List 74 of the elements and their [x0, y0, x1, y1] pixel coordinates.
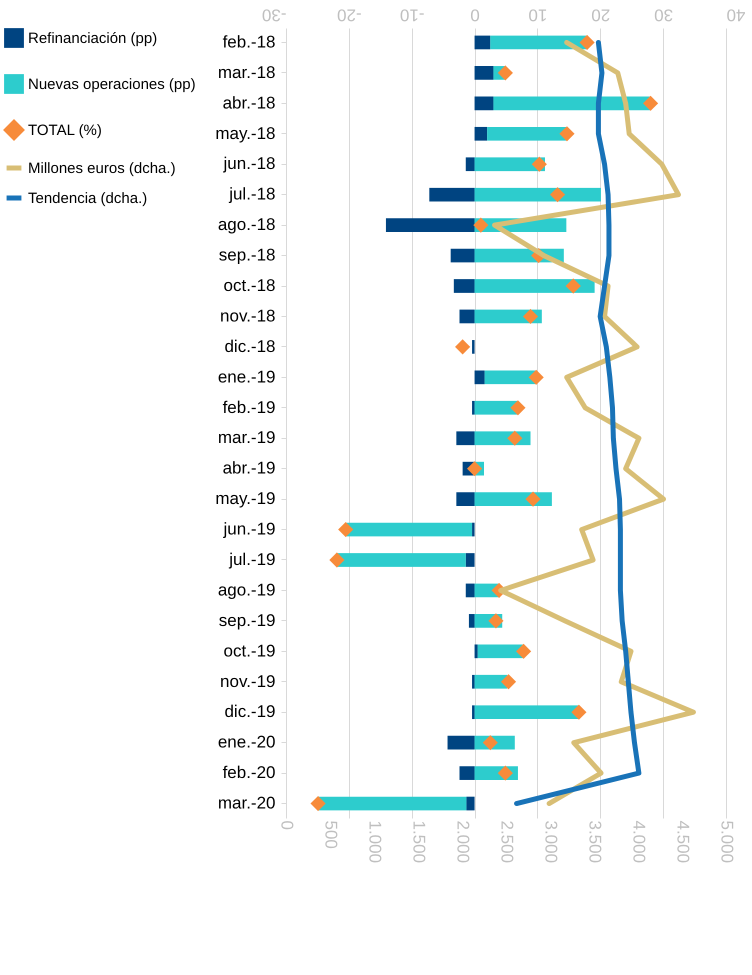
x2-tick-label: 1.500: [410, 820, 428, 864]
legend-label: Nuevas operaciones (pp): [28, 76, 196, 93]
y-tick-label: mar.-18: [218, 62, 276, 82]
legend-label: Millones euros (dcha.): [28, 160, 176, 177]
x-tick-label: 20: [591, 6, 610, 24]
point: [498, 65, 513, 80]
legend-label: TOTAL (%): [28, 122, 102, 139]
y-tick-label: mar.-19: [218, 428, 276, 448]
x2-tick-label: 3.500: [586, 820, 604, 864]
point: [522, 308, 538, 324]
y-tick-label: may.-18: [215, 124, 276, 143]
point: [559, 126, 575, 142]
point: [488, 613, 504, 628]
x2-tick-label: 3.000: [542, 820, 560, 864]
x-tick-label: -10: [400, 6, 425, 24]
y-tick-label: ene.-19: [218, 367, 276, 386]
x-tick-label: 30: [654, 6, 674, 24]
x2-tick-label: 1.000: [366, 820, 384, 864]
y-tick-label: sep.-18: [218, 246, 276, 265]
x-tick-label: 0: [470, 6, 480, 24]
x-tick-label: 10: [528, 6, 548, 24]
point: [338, 522, 354, 538]
y-tick-label: sep.-19: [218, 610, 276, 630]
legend-label: Refinanciación (pp): [28, 30, 158, 47]
y-tick-label: oct.-18: [224, 276, 276, 296]
point: [550, 187, 566, 202]
y-tick-label: dic.-19: [224, 702, 276, 722]
point: [528, 370, 544, 385]
point: [566, 278, 581, 294]
y-tick-label: nov.-18: [220, 306, 276, 326]
y-tick-label: jul.-19: [228, 550, 276, 569]
point: [580, 34, 595, 50]
y-tick-label: mar.-20: [218, 794, 276, 813]
point: [507, 430, 522, 446]
y-tick-label: jun.-19: [222, 520, 276, 539]
x-tick-label: -20: [337, 6, 362, 24]
point: [310, 796, 326, 812]
point: [482, 735, 498, 750]
y-tick-label: ene.-20: [218, 732, 276, 752]
point: [532, 156, 547, 172]
x2-tick-label: 5.000: [718, 820, 736, 864]
y-tick-label: feb.-20: [222, 763, 276, 782]
point: [525, 492, 541, 507]
point: [510, 400, 526, 416]
x-tick-label: 40: [726, 6, 746, 24]
y-tick-label: may.-19: [215, 489, 276, 508]
point: [473, 218, 488, 233]
x2-tick-label: 500: [322, 820, 340, 849]
y-tick-label: nov.-19: [220, 672, 276, 691]
y-tick-label: jul.-18: [228, 184, 276, 204]
x2-tick-label: 4.000: [630, 820, 648, 864]
x2-tick-label: 2.000: [454, 820, 472, 864]
y-tick-label: oct.-19: [224, 641, 276, 660]
legend-label: Tendencia (dcha.): [28, 190, 148, 207]
point: [455, 339, 470, 354]
point: [516, 644, 532, 659]
x2-tick-label: 4.500: [674, 820, 692, 864]
y-tick-label: feb.-18: [222, 32, 276, 52]
point: [571, 704, 586, 720]
point: [642, 96, 658, 111]
y-tick-label: dic.-18: [224, 336, 276, 356]
y-tick-label: ago.-18: [218, 215, 276, 234]
point: [498, 766, 513, 781]
x2-tick-label: 0: [278, 820, 296, 830]
x-tick-label: -30: [262, 6, 286, 24]
y-tick-label: feb.-19: [222, 398, 276, 417]
y-tick-label: abr.-18: [222, 93, 276, 112]
point: [466, 461, 482, 476]
y-tick-label: abr.-19: [222, 458, 276, 478]
x2-tick-label: 2.500: [498, 820, 516, 864]
point: [329, 552, 344, 568]
point: [500, 674, 516, 690]
y-tick-label: ago.-19: [218, 580, 276, 600]
y-tick-label: jun.-18: [222, 154, 276, 174]
